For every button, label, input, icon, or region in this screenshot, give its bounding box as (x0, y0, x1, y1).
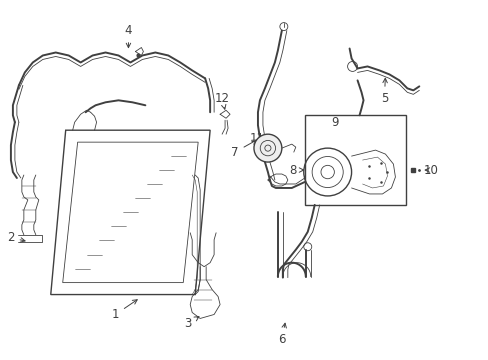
Text: 11: 11 (249, 132, 264, 145)
Circle shape (253, 134, 281, 162)
Text: 7: 7 (231, 140, 256, 159)
Text: 2: 2 (7, 231, 25, 244)
Text: 4: 4 (124, 24, 132, 48)
Text: 5: 5 (380, 78, 387, 105)
Text: 8: 8 (288, 163, 303, 176)
Text: 12: 12 (214, 92, 229, 109)
Text: 10: 10 (423, 163, 438, 176)
Text: 1: 1 (112, 300, 137, 321)
Circle shape (260, 140, 275, 156)
Text: 9: 9 (330, 116, 338, 129)
Text: 6: 6 (278, 323, 286, 346)
Bar (304, 115, 406, 205)
Text: 3: 3 (184, 316, 199, 330)
